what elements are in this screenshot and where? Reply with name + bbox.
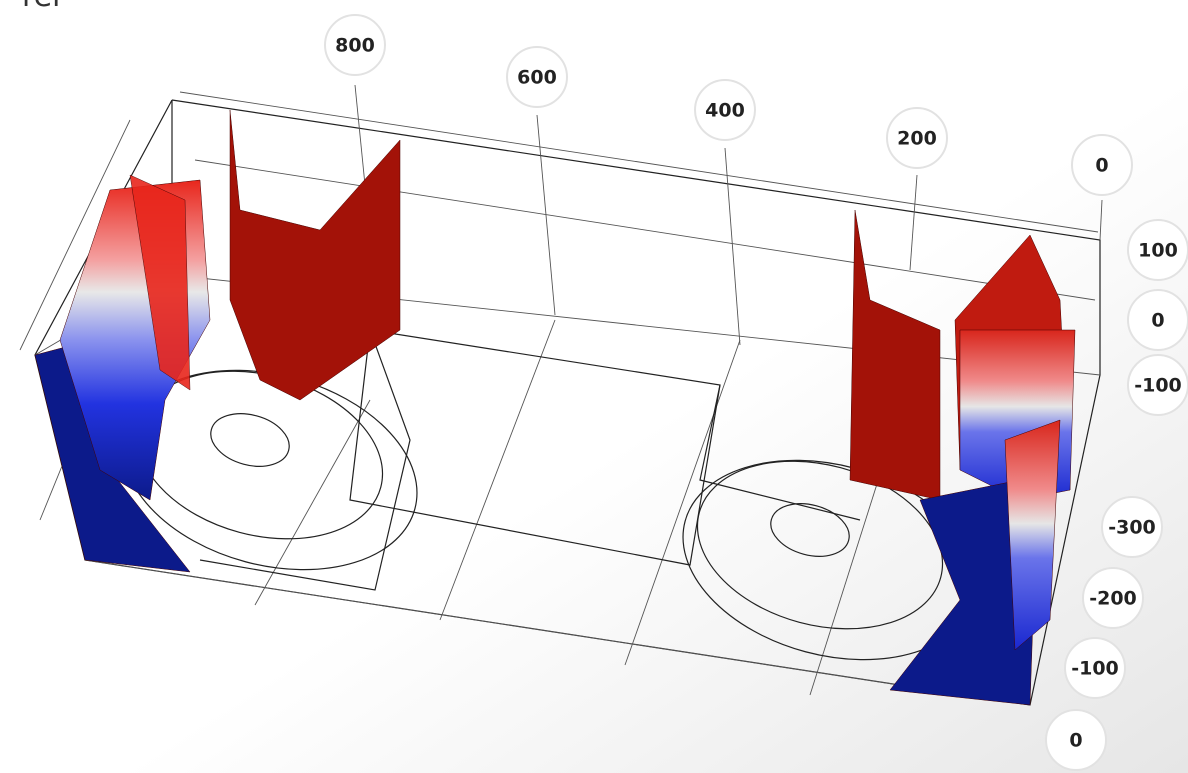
y-tick-label: 0	[1069, 730, 1082, 752]
y-tick-label: -200	[1089, 588, 1137, 610]
bounding-box	[19, 84, 1103, 706]
tick-badge	[886, 107, 948, 169]
x-tick-label: 800	[335, 35, 375, 57]
tick-badge	[1082, 567, 1144, 629]
tick-badge	[1127, 289, 1188, 351]
y-tick-label: -300	[1108, 517, 1156, 539]
tick-badge	[1071, 134, 1133, 196]
tick-badge	[1127, 354, 1188, 416]
axis-labels: 800 600 400 200 0 100 0 -100 -300 -200 -100 0	[324, 14, 1188, 771]
field-surfaces	[34, 109, 1076, 706]
tick-badge	[694, 79, 756, 141]
x-tick-label: 600	[517, 67, 557, 89]
x-tick-label: 0	[1095, 155, 1108, 177]
y-tick-label: -100	[1071, 658, 1119, 680]
tick-badge	[506, 46, 568, 108]
x-tick-label: 200	[897, 128, 937, 150]
z-tick-label: 0	[1151, 310, 1164, 332]
tick-badge	[1127, 219, 1188, 281]
tick-badge	[324, 14, 386, 76]
z-tick-label: -100	[1134, 375, 1182, 397]
tick-badge	[1045, 709, 1107, 771]
x-tick-label: 400	[705, 100, 745, 122]
title-fragment: rer	[22, 0, 65, 14]
tick-badge	[1064, 637, 1126, 699]
z-tick-label: 100	[1138, 240, 1178, 262]
tick-badge	[1101, 496, 1163, 558]
